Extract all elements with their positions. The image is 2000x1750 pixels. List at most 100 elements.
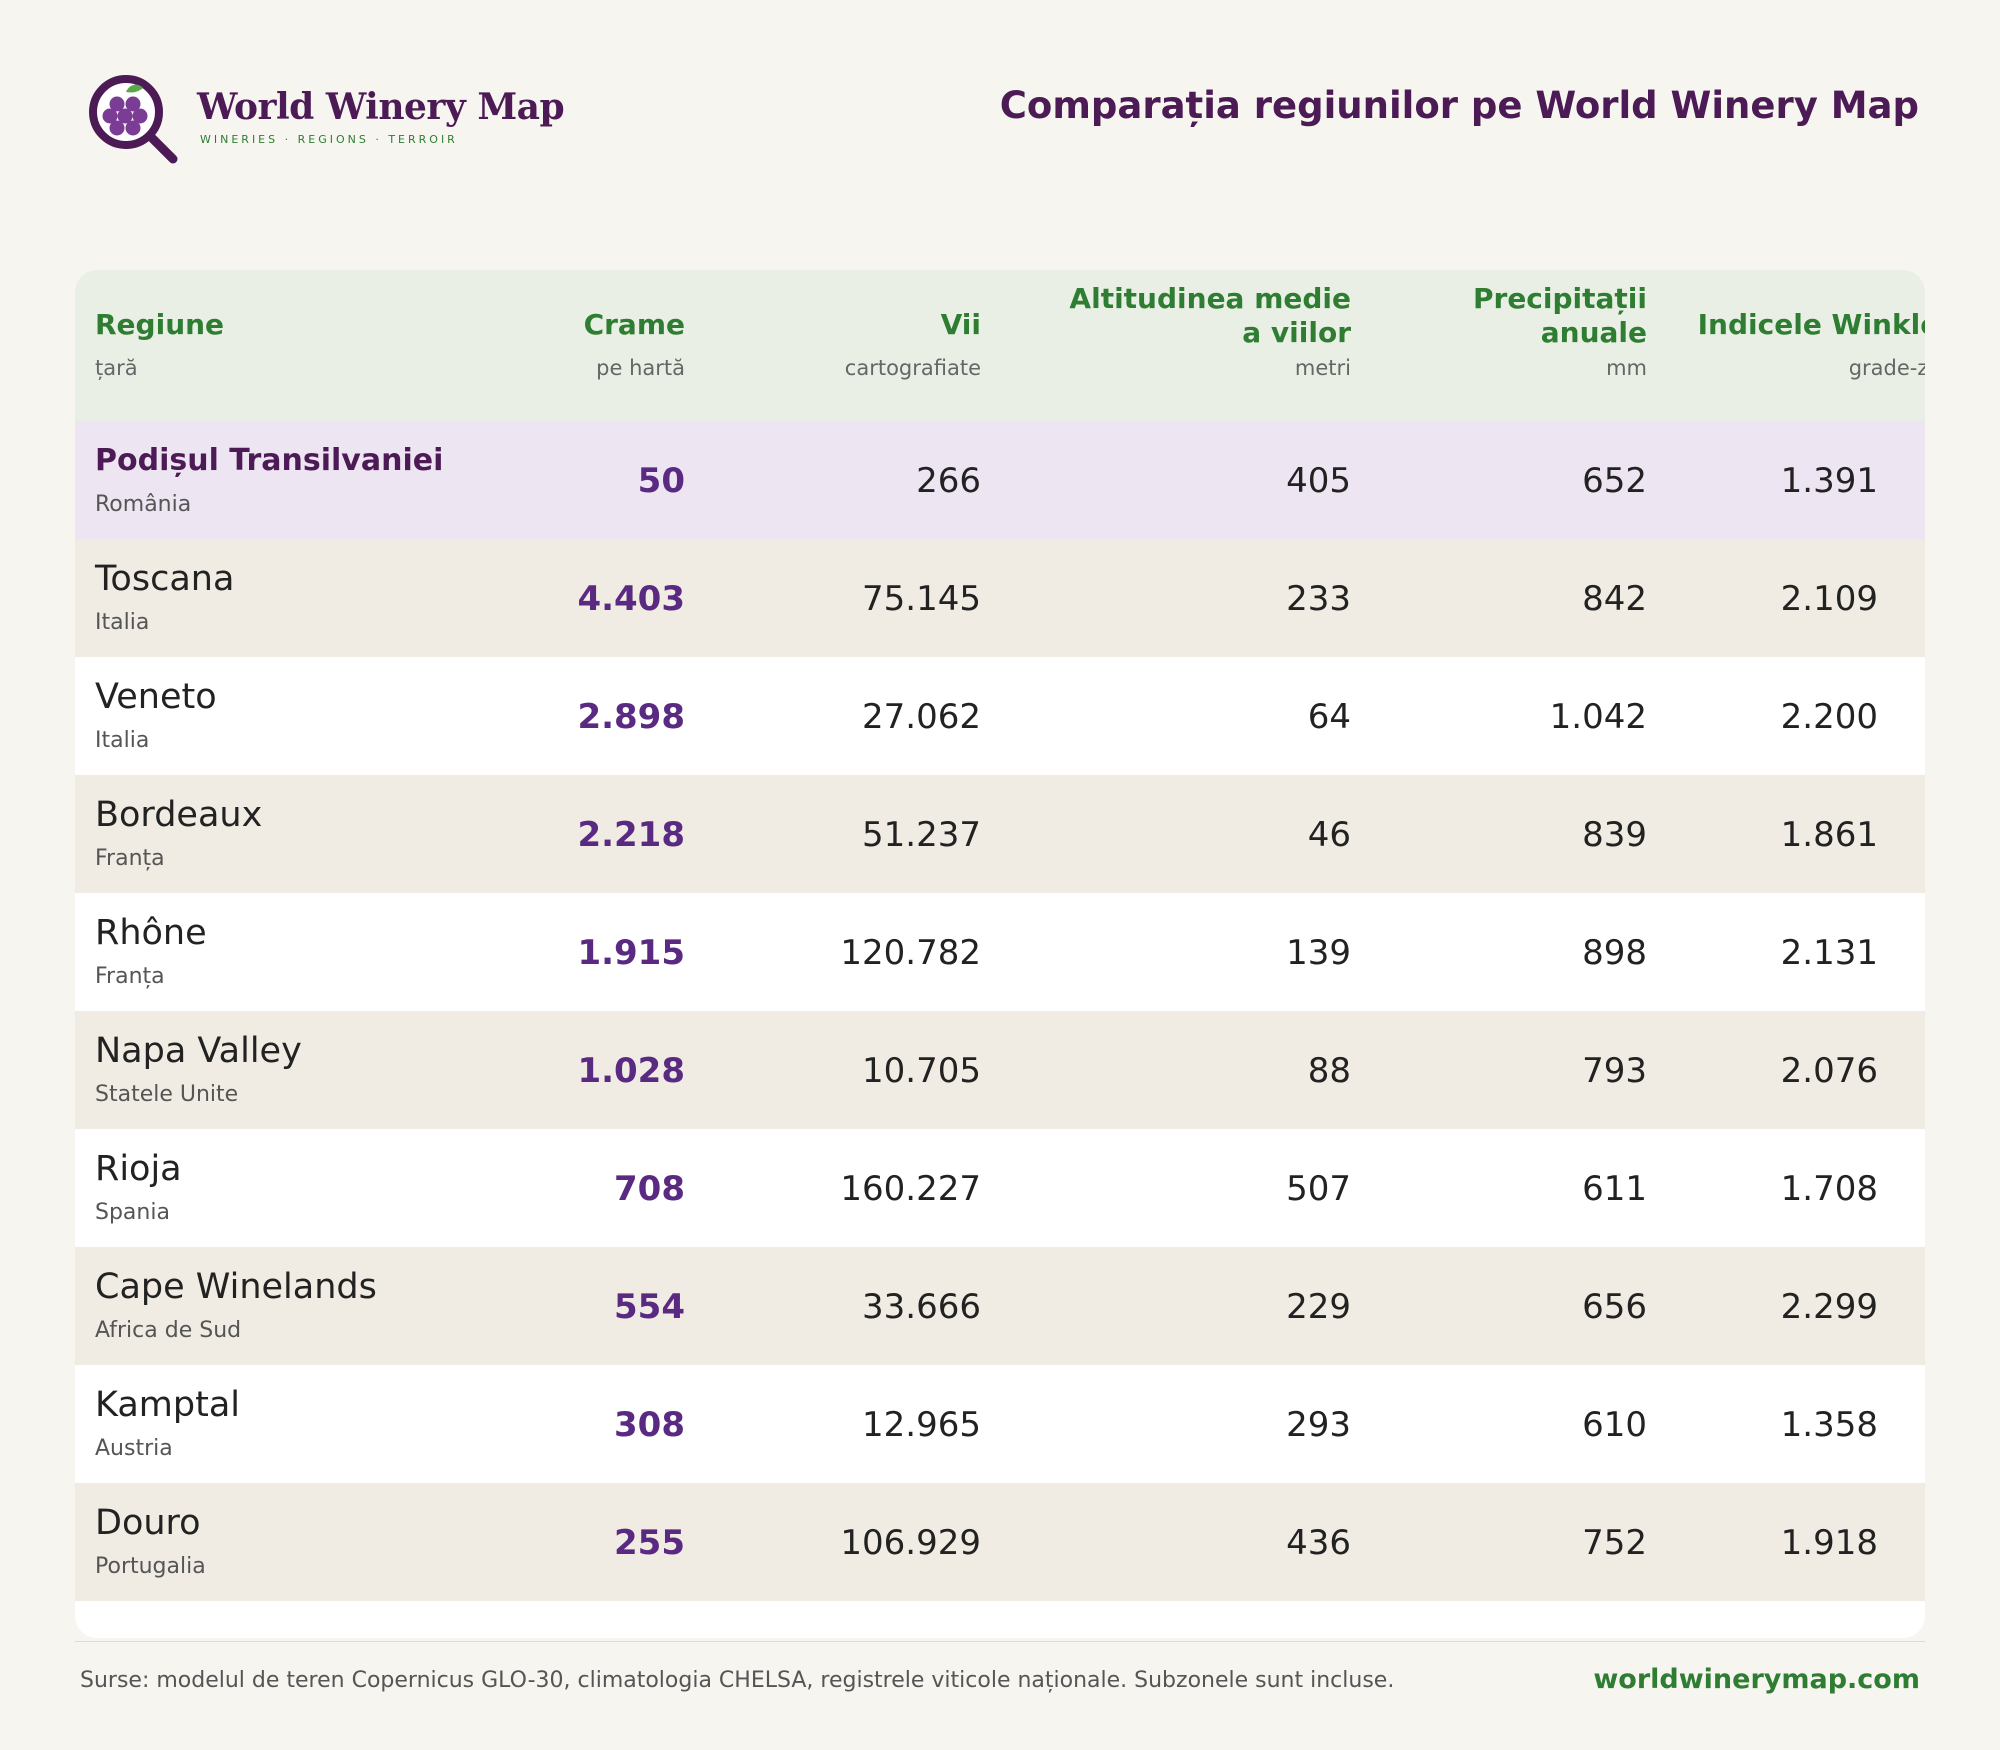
precipitation-cell: 611 bbox=[1582, 1169, 1647, 1209]
precipitation-cell: 842 bbox=[1582, 579, 1647, 619]
column-unit: pe hartă bbox=[596, 356, 685, 380]
winkler-cell: 1.918 bbox=[1780, 1523, 1878, 1563]
vineyards-cell: 160.227 bbox=[840, 1169, 981, 1209]
column-label: Crame bbox=[583, 308, 685, 341]
table-header: Regiune țară Crame pe hartă Vii cartogra… bbox=[75, 270, 1925, 421]
altitude-cell: 405 bbox=[1286, 461, 1351, 501]
brand-name: World Winery Map bbox=[197, 86, 565, 128]
precipitation-cell: 839 bbox=[1582, 815, 1647, 855]
table-row: Douro Portugalia 255 106.929 436 752 1.918 bbox=[75, 1483, 1925, 1601]
country-name: Statele Unite bbox=[95, 1082, 239, 1107]
altitude-cell: 139 bbox=[1286, 933, 1351, 973]
region-name: Podișul Transilvaniei bbox=[95, 443, 444, 478]
country-name: România bbox=[95, 492, 192, 517]
altitude-cell: 293 bbox=[1286, 1405, 1351, 1445]
winkler-cell: 1.861 bbox=[1780, 815, 1878, 855]
column-header-vineyards: Vii cartografiate bbox=[725, 294, 981, 380]
magnifier-grapes-logo-icon bbox=[89, 75, 178, 164]
altitude-cell: 436 bbox=[1286, 1523, 1351, 1563]
country-name: Portugalia bbox=[95, 1554, 206, 1579]
vineyards-cell: 27.062 bbox=[862, 697, 981, 737]
wineries-cell: 308 bbox=[614, 1405, 685, 1445]
vineyards-cell: 120.782 bbox=[840, 933, 981, 973]
column-label: Vii bbox=[940, 308, 981, 341]
precipitation-cell: 752 bbox=[1582, 1523, 1647, 1563]
country-name: Franța bbox=[95, 964, 165, 989]
footer-site-link[interactable]: worldwinerymap.com bbox=[1593, 1664, 1920, 1695]
region-name: Bordeaux bbox=[95, 795, 263, 835]
wineries-cell: 2.218 bbox=[577, 815, 685, 855]
table-row: Napa Valley Statele Unite 1.028 10.705 88 793… bbox=[75, 1011, 1925, 1129]
region-name: Veneto bbox=[95, 677, 217, 717]
winkler-cell: 2.109 bbox=[1780, 579, 1878, 619]
column-label: Precipitații anuale bbox=[1472, 282, 1647, 349]
winkler-cell: 1.391 bbox=[1780, 461, 1878, 501]
comparison-table: Regiune țară Crame pe hartă Vii cartogra… bbox=[75, 270, 1925, 1638]
column-unit: grade-zile bbox=[1848, 356, 1925, 380]
altitude-cell: 88 bbox=[1307, 1051, 1351, 1091]
vineyards-cell: 10.705 bbox=[862, 1051, 981, 1091]
table-row: Toscana Italia 4.403 75.145 233 842 2.109 bbox=[75, 539, 1925, 657]
footer-divider bbox=[75, 1641, 1925, 1642]
page-title: Comparația regiunilor pe World Winery Ma… bbox=[999, 84, 1919, 127]
wineries-cell: 4.403 bbox=[577, 579, 685, 619]
precipitation-cell: 1.042 bbox=[1549, 697, 1647, 737]
table-row: Bordeaux Franța 2.218 51.237 46 839 1.861 bbox=[75, 775, 1925, 893]
region-name: Kamptal bbox=[95, 1385, 240, 1425]
wineries-cell: 2.898 bbox=[577, 697, 685, 737]
region-name: Napa Valley bbox=[95, 1031, 302, 1071]
winkler-cell: 2.200 bbox=[1780, 697, 1878, 737]
vineyards-cell: 75.145 bbox=[862, 579, 981, 619]
wineries-cell: 255 bbox=[614, 1523, 685, 1563]
column-unit: metri bbox=[1294, 356, 1351, 380]
wineries-cell: 1.028 bbox=[577, 1051, 685, 1091]
country-name: Austria bbox=[95, 1436, 173, 1461]
country-name: Italia bbox=[95, 610, 150, 635]
column-unit: țară bbox=[95, 356, 138, 380]
region-name: Rioja bbox=[95, 1149, 182, 1189]
precipitation-cell: 610 bbox=[1582, 1405, 1647, 1445]
altitude-cell: 507 bbox=[1286, 1169, 1351, 1209]
column-unit: cartografiate bbox=[844, 356, 981, 380]
vineyards-cell: 106.929 bbox=[840, 1523, 981, 1563]
column-header-precipitation: Precipitații anuale mm bbox=[1427, 282, 1647, 380]
wineries-cell: 50 bbox=[637, 461, 685, 501]
country-name: Africa de Sud bbox=[95, 1318, 242, 1343]
altitude-cell: 229 bbox=[1286, 1287, 1351, 1327]
column-label: Altitudinea medie a viilor bbox=[1069, 282, 1351, 349]
vineyards-cell: 12.965 bbox=[862, 1405, 981, 1445]
region-name: Rhône bbox=[95, 913, 207, 953]
column-label: Regiune bbox=[95, 308, 225, 341]
column-header-wineries: Crame pe hartă bbox=[425, 294, 685, 380]
wineries-cell: 554 bbox=[614, 1287, 685, 1327]
table-row: Podișul Transilvaniei România 50 266 405 652 1… bbox=[75, 421, 1925, 539]
altitude-cell: 64 bbox=[1307, 697, 1351, 737]
precipitation-cell: 793 bbox=[1582, 1051, 1647, 1091]
region-name: Douro bbox=[95, 1503, 201, 1543]
vineyards-cell: 266 bbox=[916, 461, 981, 501]
winkler-cell: 1.708 bbox=[1780, 1169, 1878, 1209]
country-name: Spania bbox=[95, 1200, 170, 1225]
precipitation-cell: 652 bbox=[1582, 461, 1647, 501]
table-row: Kamptal Austria 308 12.965 293 610 1.358 bbox=[75, 1365, 1925, 1483]
altitude-cell: 233 bbox=[1286, 579, 1351, 619]
region-name: Toscana bbox=[95, 559, 235, 599]
precipitation-cell: 656 bbox=[1582, 1287, 1647, 1327]
vineyards-cell: 51.237 bbox=[862, 815, 981, 855]
region-name: Cape Winelands bbox=[95, 1267, 377, 1307]
table-row: Rioja Spania 708 160.227 507 611 1.708 bbox=[75, 1129, 1925, 1247]
country-name: Italia bbox=[95, 728, 150, 753]
column-unit: mm bbox=[1606, 356, 1647, 380]
winkler-cell: 2.299 bbox=[1780, 1287, 1878, 1327]
country-name: Franța bbox=[95, 846, 165, 871]
wineries-cell: 708 bbox=[614, 1169, 685, 1209]
column-header-winkler: Indicele Winkler grade-zile bbox=[1635, 294, 1925, 380]
table-row: Veneto Italia 2.898 27.062 64 1.042 2.200 bbox=[75, 657, 1925, 775]
column-header-altitude: Altitudinea medie a viilor metri bbox=[1051, 282, 1351, 380]
column-header-region: Regiune țară bbox=[95, 294, 475, 380]
winkler-cell: 2.076 bbox=[1780, 1051, 1878, 1091]
wineries-cell: 1.915 bbox=[577, 933, 685, 973]
winkler-cell: 2.131 bbox=[1780, 933, 1878, 973]
brand-tagline: WINERIES · REGIONS · TERROIR bbox=[200, 133, 458, 146]
precipitation-cell: 898 bbox=[1582, 933, 1647, 973]
